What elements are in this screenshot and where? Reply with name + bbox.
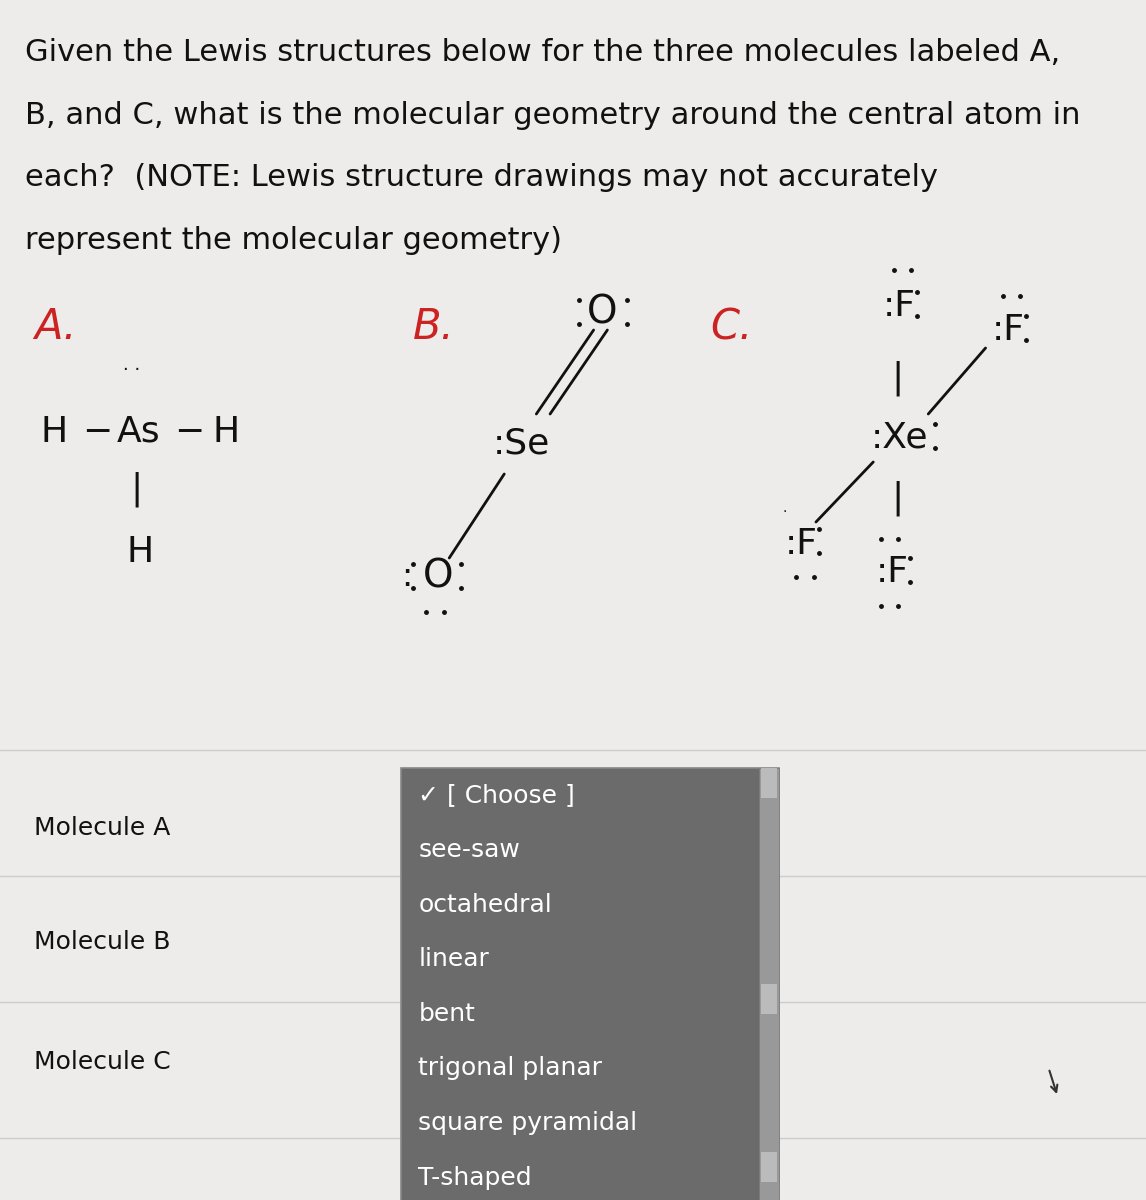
Text: |: | bbox=[131, 472, 143, 508]
Text: B.: B. bbox=[413, 306, 454, 348]
Text: −: − bbox=[174, 415, 204, 449]
Text: Molecule B: Molecule B bbox=[34, 930, 171, 954]
Text: :F: :F bbox=[991, 313, 1025, 347]
Text: −: − bbox=[83, 415, 112, 449]
Text: Molecule A: Molecule A bbox=[34, 816, 171, 840]
Text: O: O bbox=[587, 293, 617, 331]
Text: Given the Lewis structures below for the three molecules labeled A,: Given the Lewis structures below for the… bbox=[25, 38, 1060, 67]
Text: bent: bent bbox=[418, 1002, 476, 1026]
Text: O: O bbox=[423, 557, 453, 595]
Text: represent the molecular geometry): represent the molecular geometry) bbox=[25, 226, 563, 254]
Text: · ·: · · bbox=[123, 360, 140, 378]
Text: :Se: :Se bbox=[493, 427, 550, 461]
Text: trigonal planar: trigonal planar bbox=[418, 1056, 603, 1080]
Text: As: As bbox=[117, 415, 160, 449]
Text: B, and C, what is the molecular geometry around the central atom in: B, and C, what is the molecular geometry… bbox=[25, 101, 1081, 130]
Text: Molecule C: Molecule C bbox=[34, 1050, 171, 1074]
Bar bbox=[761, 768, 777, 798]
Text: :Xe: :Xe bbox=[871, 421, 928, 455]
Text: C.: C. bbox=[711, 306, 753, 348]
Bar bbox=[759, 768, 779, 1200]
Bar bbox=[761, 1152, 777, 1182]
Text: ✓ [ Choose ]: ✓ [ Choose ] bbox=[418, 784, 575, 808]
Text: H: H bbox=[126, 535, 154, 569]
Text: see-saw: see-saw bbox=[418, 838, 520, 862]
Text: .: . bbox=[783, 500, 787, 515]
Text: linear: linear bbox=[418, 947, 489, 971]
Text: :: : bbox=[401, 559, 413, 593]
Text: :F: :F bbox=[876, 556, 909, 589]
Bar bbox=[761, 984, 777, 1014]
Text: A.: A. bbox=[34, 306, 77, 348]
Text: |: | bbox=[892, 360, 904, 396]
Text: H: H bbox=[40, 415, 68, 449]
Text: square pyramidal: square pyramidal bbox=[418, 1111, 637, 1135]
Bar bbox=[401, 768, 779, 1200]
Text: :F: :F bbox=[882, 289, 916, 323]
Text: :F: :F bbox=[785, 527, 818, 560]
Text: |: | bbox=[892, 480, 904, 516]
Text: each?  (NOTE: Lewis structure drawings may not accurately: each? (NOTE: Lewis structure drawings ma… bbox=[25, 163, 939, 192]
Text: octahedral: octahedral bbox=[418, 893, 552, 917]
Text: T-shaped: T-shaped bbox=[418, 1165, 532, 1189]
Text: H: H bbox=[212, 415, 240, 449]
